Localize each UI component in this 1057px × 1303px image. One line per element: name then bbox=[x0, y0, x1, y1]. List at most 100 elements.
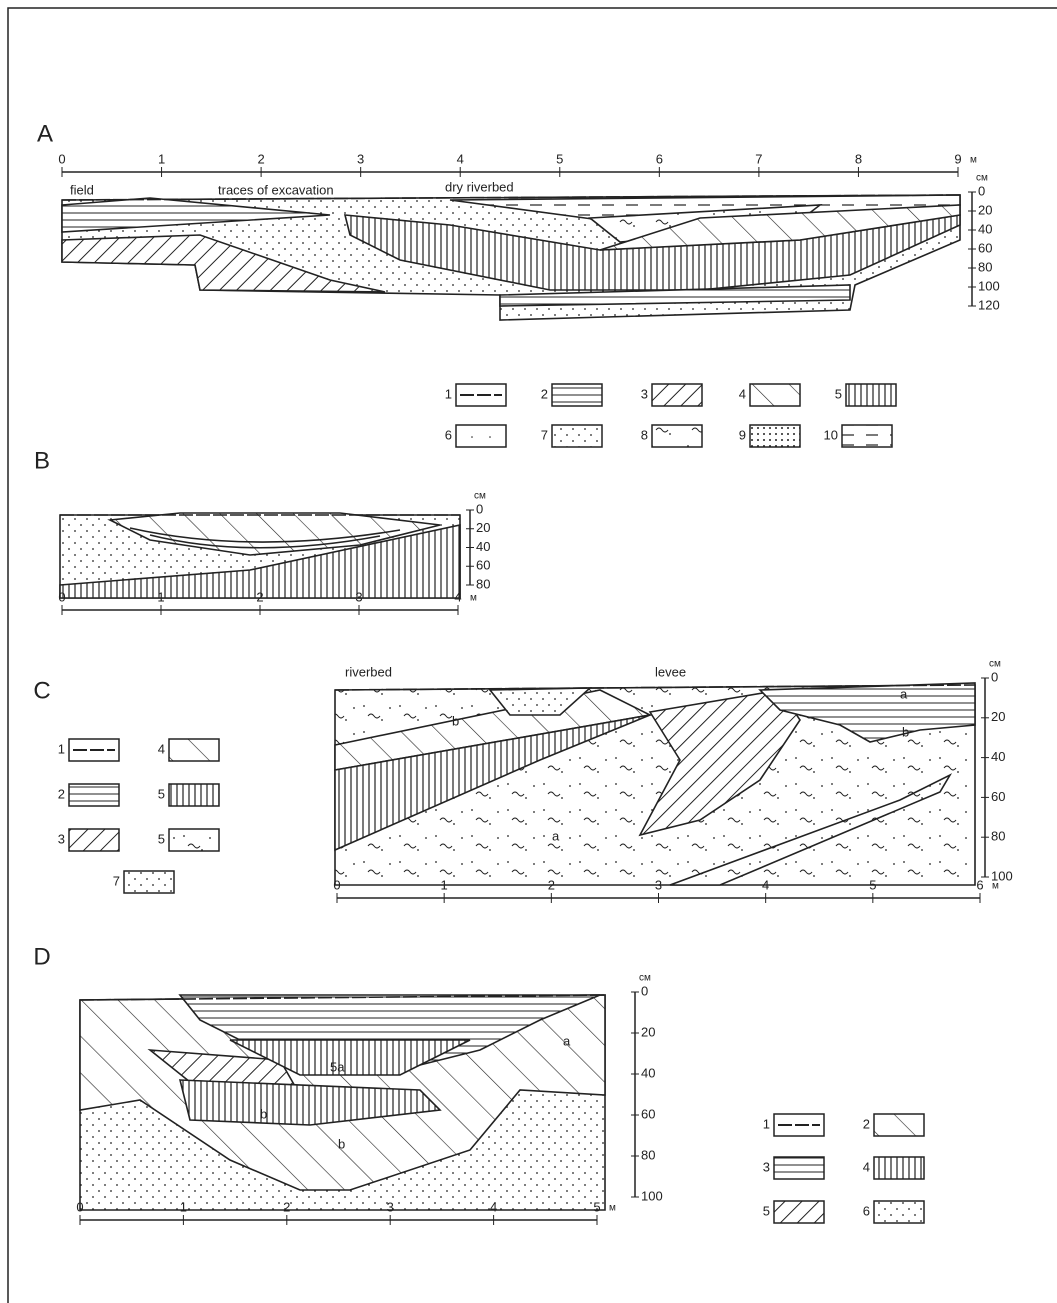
ruler-unit: м bbox=[970, 155, 977, 166]
ruler-label: 3 bbox=[357, 151, 364, 166]
section-c bbox=[335, 683, 975, 885]
legend-swatch bbox=[456, 425, 506, 447]
legend-swatch bbox=[846, 384, 896, 406]
legend-swatch bbox=[169, 739, 219, 761]
depth-label: 60 bbox=[641, 1106, 655, 1121]
ruler-label: 4 bbox=[454, 589, 461, 604]
legend-number: 1 bbox=[58, 741, 65, 756]
annotation: b bbox=[902, 724, 909, 739]
annotation: dry riverbed bbox=[445, 179, 514, 194]
ruler-label: 6 bbox=[656, 151, 663, 166]
legend-number: 3 bbox=[641, 386, 648, 401]
annotation: a bbox=[563, 1033, 571, 1048]
section-b bbox=[60, 513, 460, 598]
ruler-label: 6 bbox=[976, 877, 983, 892]
depth-label: 80 bbox=[991, 829, 1005, 844]
ruler-unit: м bbox=[609, 1203, 616, 1214]
legend-number: 3 bbox=[763, 1159, 770, 1174]
panel-label: C bbox=[33, 677, 50, 704]
depth-label: 20 bbox=[641, 1024, 655, 1039]
ruler-label: 1 bbox=[158, 151, 165, 166]
depth-label: 60 bbox=[991, 789, 1005, 804]
ruler-label: 0 bbox=[58, 151, 65, 166]
ruler-label: 1 bbox=[157, 589, 164, 604]
legend-number: 10 bbox=[824, 427, 838, 442]
ruler-label: 0 bbox=[76, 1199, 83, 1214]
annotation: levee bbox=[655, 664, 686, 679]
legend-number: 5 bbox=[835, 386, 842, 401]
legend-number: 7 bbox=[113, 873, 120, 888]
annotation: traces of excavation bbox=[218, 182, 334, 197]
ruler-label: 8 bbox=[855, 151, 862, 166]
legend-number: 2 bbox=[58, 786, 65, 801]
ruler-label: 3 bbox=[355, 589, 362, 604]
legend-number: 5 bbox=[158, 786, 165, 801]
ruler-label: 9 bbox=[954, 151, 961, 166]
ruler-label: 1 bbox=[180, 1199, 187, 1214]
depth-label: 120 bbox=[978, 297, 1000, 312]
legend-number: 2 bbox=[541, 386, 548, 401]
legend-swatch bbox=[552, 425, 602, 447]
legend-number: 7 bbox=[541, 427, 548, 442]
depth-unit: см bbox=[639, 973, 651, 984]
legend-number: 4 bbox=[863, 1159, 870, 1174]
ruler-label: 5 bbox=[593, 1199, 600, 1214]
ruler-label: 2 bbox=[283, 1199, 290, 1214]
ruler-label: 0 bbox=[333, 877, 340, 892]
depth-label: 40 bbox=[641, 1065, 655, 1080]
legend-swatch bbox=[169, 784, 219, 806]
depth-label: 0 bbox=[476, 501, 483, 516]
legend-number: 6 bbox=[445, 427, 452, 442]
legend-swatch bbox=[552, 384, 602, 406]
depth-label: 40 bbox=[991, 749, 1005, 764]
depth-unit: см bbox=[976, 173, 988, 184]
depth-label: 20 bbox=[991, 709, 1005, 724]
ruler-label: 0 bbox=[58, 589, 65, 604]
annotation: 5a bbox=[330, 1059, 345, 1074]
legend-swatch bbox=[124, 871, 174, 893]
legend-swatch bbox=[652, 425, 702, 447]
ruler-label: 2 bbox=[548, 877, 555, 892]
depth-label: 20 bbox=[978, 202, 992, 217]
ruler-label: 4 bbox=[457, 151, 464, 166]
legend-swatch bbox=[69, 784, 119, 806]
ruler-label: 1 bbox=[441, 877, 448, 892]
legend-swatch bbox=[874, 1114, 924, 1136]
annotation: a bbox=[552, 828, 560, 843]
legend-swatch bbox=[750, 425, 800, 447]
annotation: b bbox=[260, 1106, 267, 1121]
ruler-label: 5 bbox=[869, 877, 876, 892]
legend-swatch bbox=[750, 384, 800, 406]
ruler-label: 2 bbox=[256, 589, 263, 604]
legend-number: 2 bbox=[863, 1116, 870, 1131]
legend-swatch bbox=[774, 1157, 824, 1179]
depth-label: 60 bbox=[476, 558, 490, 573]
ruler-label: 4 bbox=[762, 877, 769, 892]
annotation: field bbox=[70, 182, 94, 197]
legend-swatch bbox=[874, 1201, 924, 1223]
depth-unit: см bbox=[989, 659, 1001, 670]
depth-label: 80 bbox=[978, 259, 992, 274]
ruler-label: 5 bbox=[556, 151, 563, 166]
depth-label: 40 bbox=[476, 539, 490, 554]
depth-label: 100 bbox=[641, 1188, 663, 1203]
ruler-label: 7 bbox=[755, 151, 762, 166]
legend-swatch bbox=[169, 829, 219, 851]
ruler-label: 3 bbox=[655, 877, 662, 892]
legend-number: 9 bbox=[739, 427, 746, 442]
ruler-unit: м bbox=[470, 593, 477, 604]
legend-number: 6 bbox=[863, 1203, 870, 1218]
depth-label: 80 bbox=[476, 576, 490, 591]
depth-label: 0 bbox=[991, 669, 998, 684]
panel-label: A bbox=[37, 120, 53, 147]
depth-label: 80 bbox=[641, 1147, 655, 1162]
depth-label: 20 bbox=[476, 520, 490, 535]
section-a bbox=[62, 195, 960, 320]
legend-number: 3 bbox=[58, 831, 65, 846]
legend-number: 1 bbox=[445, 386, 452, 401]
depth-label: 0 bbox=[641, 983, 648, 998]
annotation: b bbox=[452, 713, 459, 728]
ruler-label: 2 bbox=[257, 151, 264, 166]
depth-label: 40 bbox=[978, 221, 992, 236]
legend-swatch bbox=[874, 1157, 924, 1179]
